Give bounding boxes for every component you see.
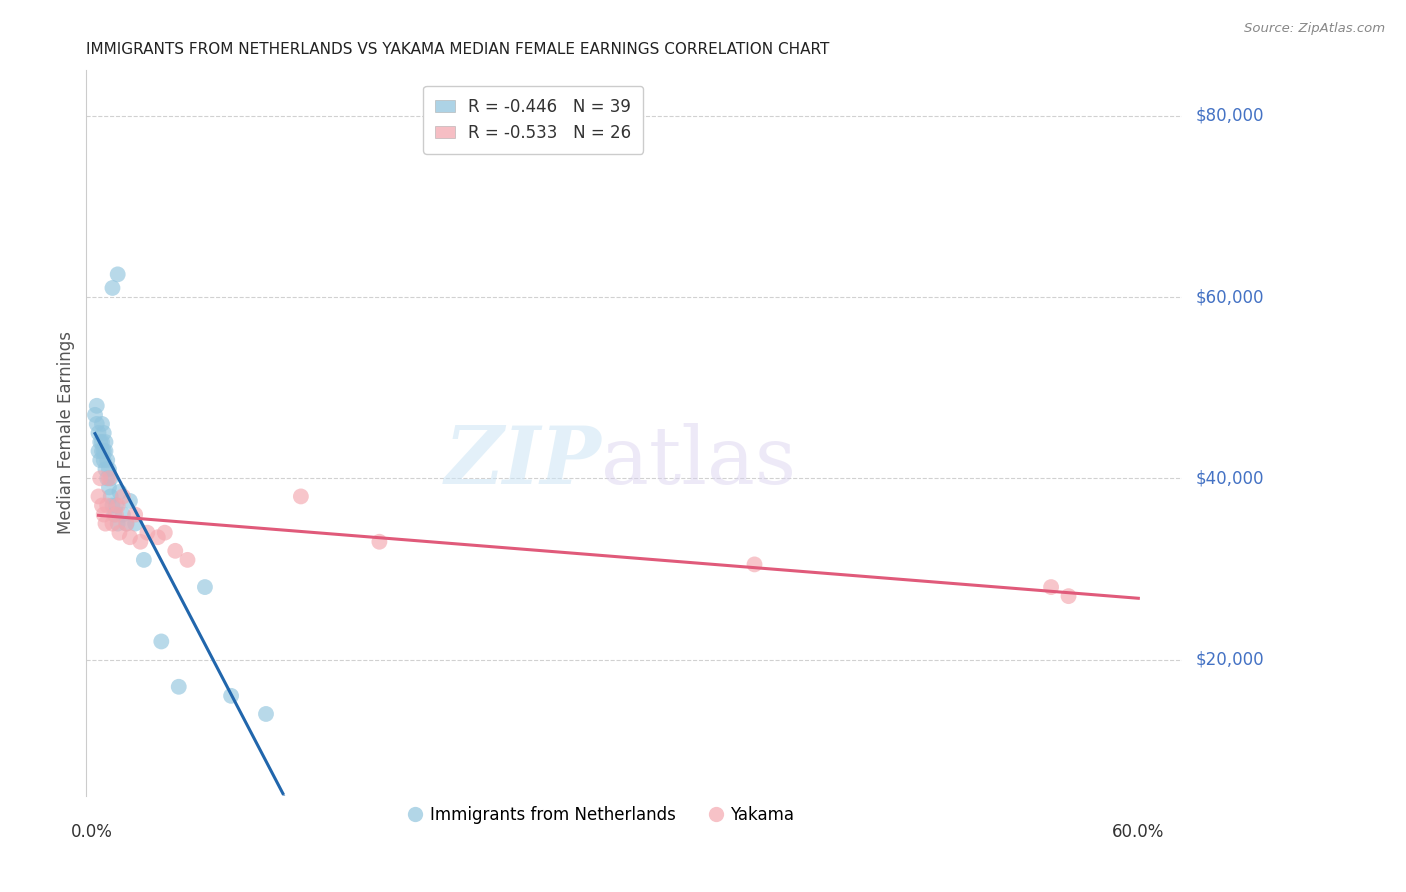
Point bbox=[98, 480, 121, 494]
Point bbox=[150, 634, 173, 648]
Point bbox=[107, 499, 129, 513]
Point bbox=[96, 499, 118, 513]
Point bbox=[146, 530, 169, 544]
Point bbox=[744, 558, 766, 572]
Point bbox=[1057, 589, 1080, 603]
Point bbox=[176, 553, 198, 567]
Text: $40,000: $40,000 bbox=[1197, 469, 1264, 487]
Point bbox=[132, 553, 155, 567]
Point bbox=[194, 580, 217, 594]
Point bbox=[96, 471, 118, 485]
Point bbox=[89, 435, 111, 450]
Point bbox=[94, 516, 117, 531]
Point bbox=[153, 525, 176, 540]
Point bbox=[101, 516, 124, 531]
Point bbox=[104, 499, 127, 513]
Point bbox=[100, 471, 122, 485]
Text: ZIP: ZIP bbox=[444, 423, 602, 500]
Text: $80,000: $80,000 bbox=[1197, 107, 1264, 125]
Text: Source: ZipAtlas.com: Source: ZipAtlas.com bbox=[1244, 22, 1385, 36]
Point bbox=[93, 444, 115, 458]
Text: 0.0%: 0.0% bbox=[70, 823, 112, 841]
Text: atlas: atlas bbox=[602, 423, 796, 501]
Point bbox=[93, 508, 115, 522]
Point bbox=[91, 435, 114, 450]
Point bbox=[91, 499, 114, 513]
Legend: Immigrants from Netherlands, Yakama: Immigrants from Netherlands, Yakama bbox=[401, 799, 801, 830]
Point bbox=[91, 417, 114, 431]
Point bbox=[107, 268, 129, 282]
Text: $20,000: $20,000 bbox=[1197, 650, 1264, 669]
Point bbox=[1040, 580, 1063, 594]
Point bbox=[101, 281, 124, 295]
Point bbox=[111, 508, 134, 522]
Point bbox=[104, 508, 127, 522]
Point bbox=[368, 534, 391, 549]
Point bbox=[108, 484, 131, 499]
Point bbox=[136, 525, 159, 540]
Point bbox=[87, 425, 110, 440]
Point bbox=[94, 435, 117, 450]
Point bbox=[219, 689, 242, 703]
Point bbox=[94, 444, 117, 458]
Point bbox=[129, 534, 152, 549]
Point bbox=[107, 516, 129, 531]
Point bbox=[108, 525, 131, 540]
Point bbox=[86, 399, 108, 413]
Point bbox=[101, 499, 124, 513]
Text: IMMIGRANTS FROM NETHERLANDS VS YAKAMA MEDIAN FEMALE EARNINGS CORRELATION CHART: IMMIGRANTS FROM NETHERLANDS VS YAKAMA ME… bbox=[86, 42, 830, 57]
Point bbox=[89, 471, 111, 485]
Point bbox=[98, 462, 121, 476]
Point bbox=[93, 453, 115, 467]
Point bbox=[84, 408, 107, 422]
Point bbox=[93, 425, 115, 440]
Point bbox=[254, 706, 277, 721]
Point bbox=[87, 490, 110, 504]
Point bbox=[87, 444, 110, 458]
Point bbox=[86, 417, 108, 431]
Point bbox=[290, 490, 312, 504]
Point bbox=[118, 494, 141, 508]
Point bbox=[115, 516, 138, 531]
Text: $60,000: $60,000 bbox=[1197, 288, 1264, 306]
Point bbox=[100, 490, 122, 504]
Point bbox=[111, 490, 134, 504]
Point bbox=[91, 444, 114, 458]
Point bbox=[103, 508, 125, 522]
Y-axis label: Median Female Earnings: Median Female Earnings bbox=[58, 332, 75, 534]
Point bbox=[98, 471, 121, 485]
Point bbox=[124, 508, 146, 522]
Point bbox=[94, 462, 117, 476]
Point bbox=[89, 453, 111, 467]
Point bbox=[165, 544, 187, 558]
Point bbox=[167, 680, 190, 694]
Point bbox=[96, 453, 118, 467]
Text: 60.0%: 60.0% bbox=[1112, 823, 1164, 841]
Point bbox=[124, 516, 146, 531]
Point bbox=[115, 516, 138, 531]
Point bbox=[118, 530, 141, 544]
